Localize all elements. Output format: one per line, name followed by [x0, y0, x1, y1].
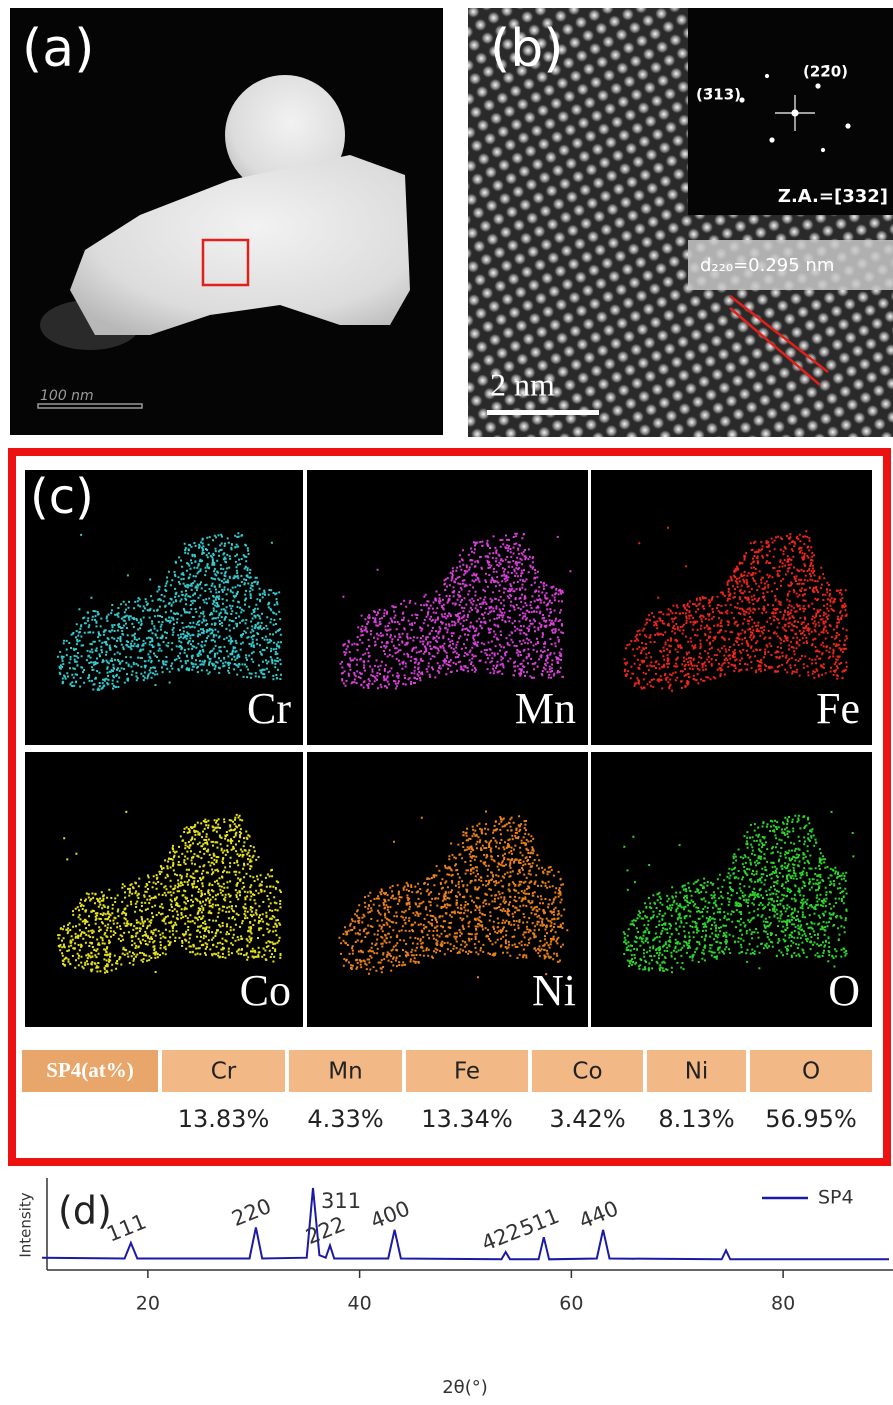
table-value: 13.83%: [178, 1105, 270, 1133]
table-value: 8.13%: [658, 1105, 734, 1133]
d-spacing: d₂₂₀=0.295 nm: [700, 255, 834, 276]
element-label: O: [828, 966, 860, 1015]
peak-label: 220: [228, 1194, 274, 1231]
panel-label: (c): [30, 469, 94, 525]
x-tick-label: 80: [771, 1293, 795, 1315]
table-header: Cr: [211, 1059, 237, 1085]
element-label: Fe: [816, 684, 860, 733]
peak-label: 311: [321, 1189, 361, 1213]
element-label: Co: [240, 966, 291, 1015]
scale-bar-label: 100 nm: [40, 388, 94, 404]
scale-bar: [487, 410, 599, 415]
legend-label: SP4: [818, 1187, 854, 1209]
panel-label: (b): [490, 19, 564, 79]
element-map: Mn: [307, 470, 588, 745]
fft-label: (22̄0): [803, 63, 848, 81]
scale-bar-label: 2 nm: [490, 366, 555, 402]
table-header: SP4(at%): [46, 1058, 134, 1082]
table-value: 3.42%: [549, 1105, 625, 1133]
fft-inset: [688, 8, 893, 215]
table-value: 56.95%: [765, 1105, 857, 1133]
table-value: 4.33%: [307, 1105, 383, 1133]
x-tick-label: 40: [348, 1293, 372, 1315]
xrd-line: [42, 1188, 889, 1259]
fft-label: (3̄13): [696, 86, 741, 104]
element-label: Ni: [532, 966, 576, 1015]
element-map: Ni: [307, 752, 588, 1027]
panel-c: Cr Mn Fe Co Ni O (c) SP4(at%) Cr Mn Fe Co Ni O 13.83% 4…: [12, 452, 887, 1162]
panel-b: (3̄13) (22̄0) Z.A.=[332] d₂₂₀=0.295 nm 2…: [468, 8, 893, 437]
panel-a: 100 nm (a): [10, 8, 443, 435]
table-value: 13.34%: [421, 1105, 513, 1133]
table-header: Fe: [454, 1059, 480, 1085]
table-header: O: [802, 1059, 820, 1085]
peak-label: 400: [367, 1196, 413, 1233]
element-label: Cr: [247, 684, 291, 733]
y-axis-label: Intensity: [17, 1192, 35, 1257]
x-axis-label: 2θ(°): [442, 1377, 488, 1398]
x-tick-label: 60: [559, 1293, 583, 1315]
table-header: Ni: [685, 1059, 709, 1085]
element-map: O: [591, 752, 872, 1027]
page: { "panel_a": {"label": "(a)", "scale_bar…: [0, 0, 893, 1405]
element-map: Fe: [591, 470, 872, 745]
zone-axis: Z.A.=[332]: [778, 186, 888, 207]
element-label: Mn: [515, 684, 576, 733]
figure: 100 nm (a) (3̄13) (22̄0) Z.A.=[332] d₂₂₀…: [0, 0, 893, 1405]
table-header: Co: [572, 1059, 602, 1085]
x-tick-label: 20: [136, 1293, 160, 1315]
peak-label: 511: [516, 1204, 562, 1241]
element-map: Co: [25, 752, 303, 1027]
table-header: Mn: [328, 1059, 362, 1085]
peak-label: 440: [576, 1196, 622, 1233]
panel-label: (a): [22, 19, 94, 79]
